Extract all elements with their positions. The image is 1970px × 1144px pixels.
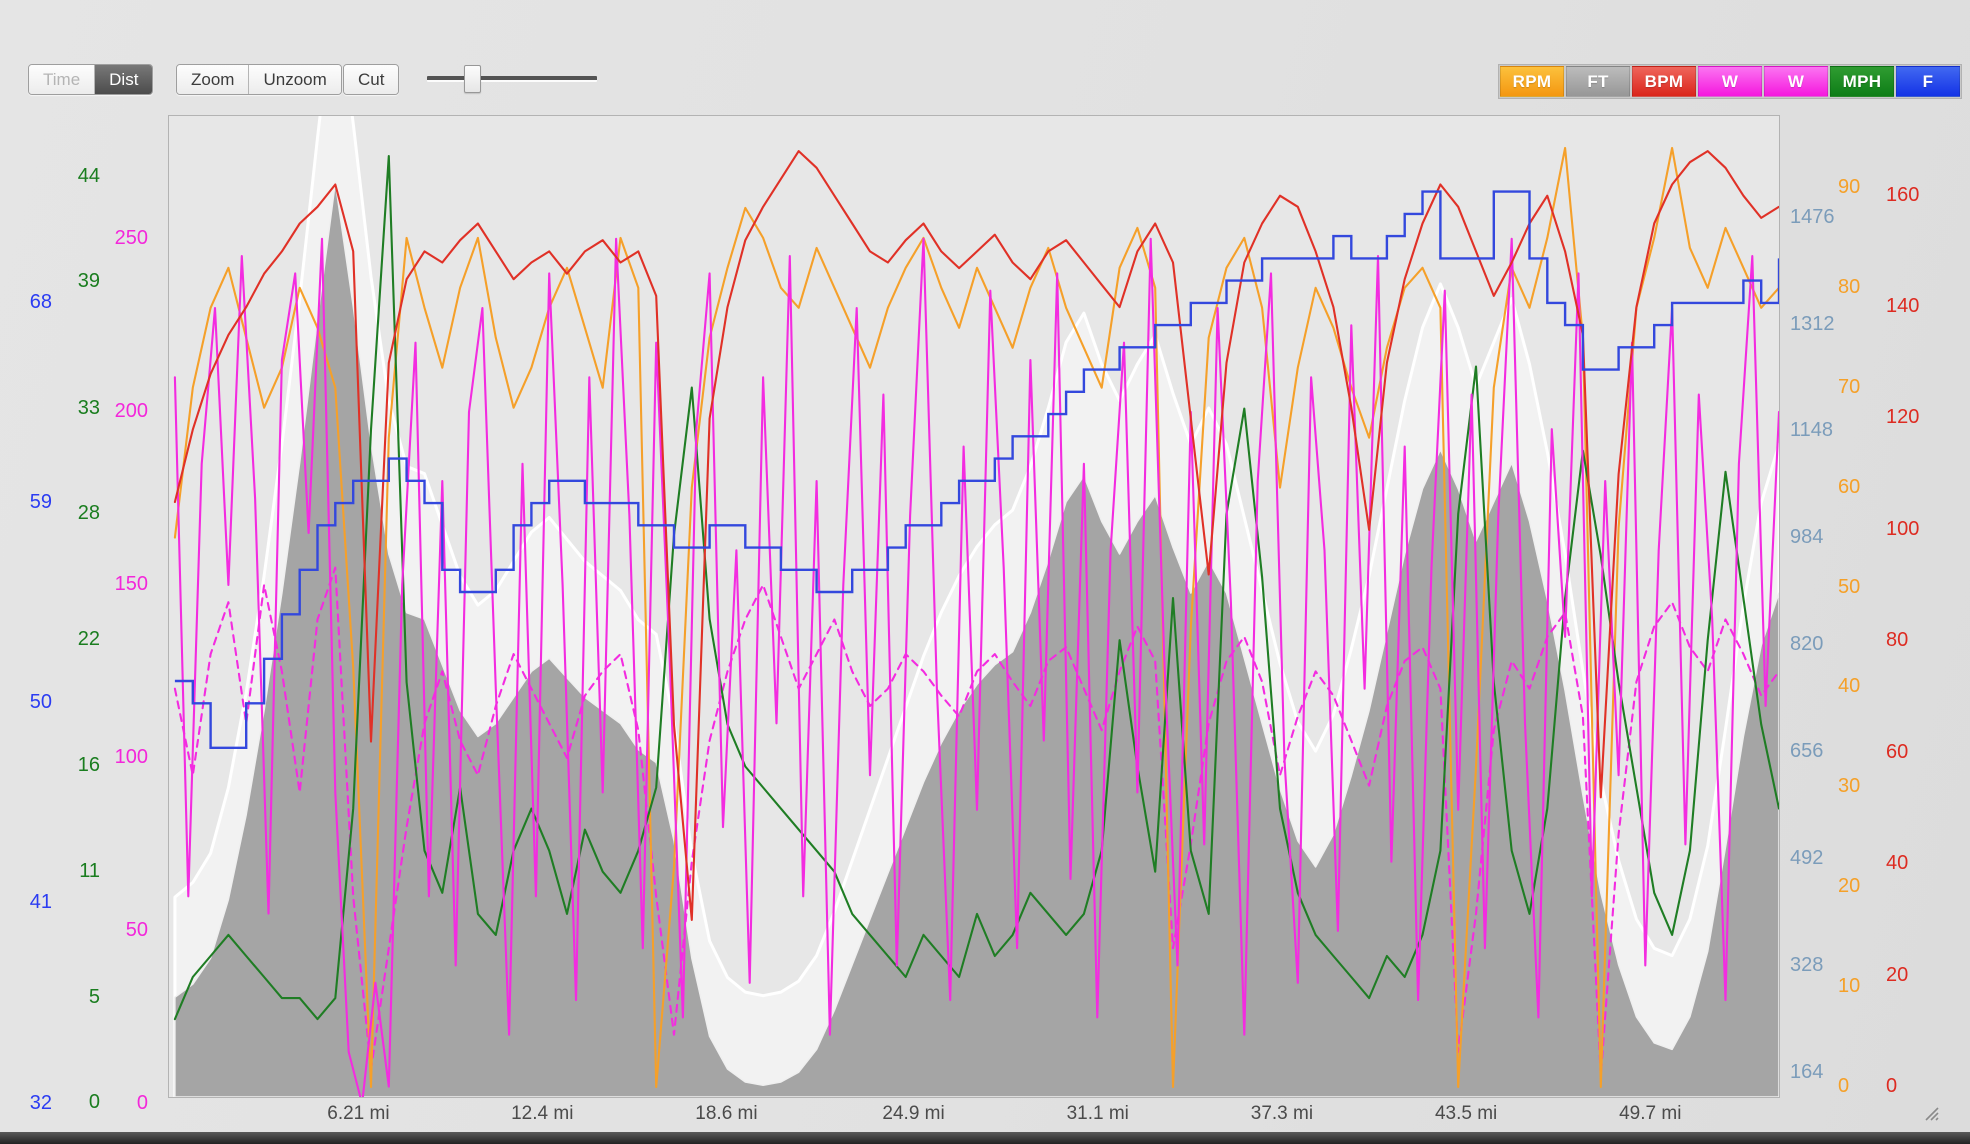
axis-tick-mph-28: 28 <box>77 501 100 524</box>
x-tick-37.3: 37.3 mi <box>1250 1103 1314 1124</box>
legend-power-button[interactable]: W <box>1698 66 1762 97</box>
axis-tick-mph-39: 39 <box>77 270 100 293</box>
axis-tick-mph-22: 22 <box>77 628 100 651</box>
axis-tick-mph-16: 16 <box>77 754 100 777</box>
series-heart_rate <box>173 150 1779 921</box>
x-tick-24.9: 24.9 mi <box>882 1103 945 1124</box>
x-tick-43.5: 43.5 mi <box>1434 1103 1498 1124</box>
x-tick-6.21: 6.21 mi <box>327 1103 390 1124</box>
axis-tick-rpm-20: 20 <box>1838 875 1861 898</box>
legend-heart_rate-button[interactable]: BPM <box>1632 66 1696 97</box>
series-temperature <box>174 190 1779 749</box>
axis-tick-mph-0: 0 <box>88 1091 100 1114</box>
axis-tick-rpm-80: 80 <box>1838 275 1861 298</box>
time-dist-toggle: Time Dist <box>28 64 154 95</box>
axis-tick-f-68: 68 <box>29 290 52 313</box>
axis-tick-mph-5: 5 <box>88 986 100 1009</box>
legend-temperature-button[interactable]: F <box>1896 66 1960 97</box>
axis-tick-w-50: 50 <box>125 918 148 941</box>
unzoom-button[interactable]: Unzoom <box>249 65 341 94</box>
axis-tick-bpm-20: 20 <box>1886 963 1909 986</box>
zoom-controls: Zoom Unzoom <box>176 64 342 95</box>
axis-tick-rpm-50: 50 <box>1838 575 1861 598</box>
x-tick-18.6: 18.6 mi <box>695 1103 758 1124</box>
chart-canvas[interactable] <box>169 116 1779 1097</box>
smoothing-slider[interactable] <box>427 64 597 93</box>
axis-tick-mph-33: 33 <box>77 396 100 419</box>
series-legend: RPM FT BPM W W MPH F <box>1498 64 1962 99</box>
legend-cadence-button[interactable]: RPM <box>1500 66 1564 97</box>
axis-tick-ft-1148: 1148 <box>1790 419 1834 442</box>
axis-tick-bpm-40: 40 <box>1886 852 1909 875</box>
x-tick-49.7: 49.7 mi <box>1619 1103 1682 1124</box>
axis-tick-ft-164: 164 <box>1790 1060 1824 1083</box>
axis-tick-bpm-160: 160 <box>1886 183 1920 206</box>
axis-tick-ft-984: 984 <box>1790 526 1824 549</box>
axis-tick-bpm-140: 140 <box>1886 295 1920 318</box>
axis-tick-rpm-60: 60 <box>1838 475 1861 498</box>
axis-tick-w-0: 0 <box>136 1091 148 1114</box>
axis-tick-rpm-0: 0 <box>1838 1075 1850 1097</box>
ride-chart[interactable] <box>168 115 1780 1098</box>
axis-tick-ft-656: 656 <box>1790 740 1824 763</box>
resize-grip-icon[interactable] <box>1922 1104 1942 1124</box>
series-speed <box>173 154 1779 1021</box>
axis-tick-ft-1476: 1476 <box>1790 205 1835 228</box>
axis-tick-w-150: 150 <box>114 572 148 595</box>
slider-track[interactable] <box>427 76 597 82</box>
time-button[interactable]: Time <box>29 65 96 94</box>
axis-tick-rpm-30: 30 <box>1838 775 1861 798</box>
series-power <box>173 237 1779 1097</box>
axis-tick-w-200: 200 <box>114 399 148 422</box>
axis-tick-ft-1312: 1312 <box>1790 312 1835 335</box>
axis-tick-bpm-60: 60 <box>1886 740 1909 763</box>
axis-tick-ft-328: 328 <box>1790 953 1824 976</box>
legend-speed-button[interactable]: MPH <box>1830 66 1894 97</box>
axis-tick-f-50: 50 <box>29 691 52 714</box>
axis-tick-f-59: 59 <box>29 491 52 514</box>
axis-tick-f-32: 32 <box>29 1091 52 1114</box>
legend-elevation-button[interactable]: FT <box>1566 66 1630 97</box>
axis-tick-ft-492: 492 <box>1790 847 1824 870</box>
dist-button[interactable]: Dist <box>95 65 153 94</box>
axis-tick-w-250: 250 <box>114 226 148 249</box>
slider-handle[interactable] <box>464 65 481 93</box>
zoom-button[interactable]: Zoom <box>177 65 250 94</box>
series-power_smoothed <box>173 566 1779 1078</box>
axis-tick-bpm-100: 100 <box>1886 517 1920 540</box>
axis-tick-mph-11: 11 <box>79 859 100 882</box>
axis-tick-mph-44: 44 <box>77 165 100 188</box>
axis-tick-rpm-90: 90 <box>1838 175 1861 198</box>
x-tick-12.4: 12.4 mi <box>511 1103 574 1124</box>
bottom-panel-edge <box>0 1132 1970 1144</box>
x-tick-31.1: 31.1 mi <box>1066 1103 1129 1124</box>
axis-tick-rpm-10: 10 <box>1838 975 1861 998</box>
legend-power_smoothed-button[interactable]: W <box>1764 66 1828 97</box>
cut-control: Cut <box>343 64 400 95</box>
axis-tick-f-41: 41 <box>29 891 52 914</box>
axis-tick-w-100: 100 <box>114 745 148 768</box>
axis-tick-rpm-70: 70 <box>1838 375 1861 398</box>
axis-tick-rpm-40: 40 <box>1838 675 1861 698</box>
axis-tick-ft-820: 820 <box>1790 633 1824 656</box>
axis-tick-bpm-0: 0 <box>1886 1074 1898 1097</box>
cut-button[interactable]: Cut <box>344 65 399 94</box>
axis-tick-bpm-80: 80 <box>1886 629 1909 652</box>
axis-tick-bpm-120: 120 <box>1886 406 1920 429</box>
